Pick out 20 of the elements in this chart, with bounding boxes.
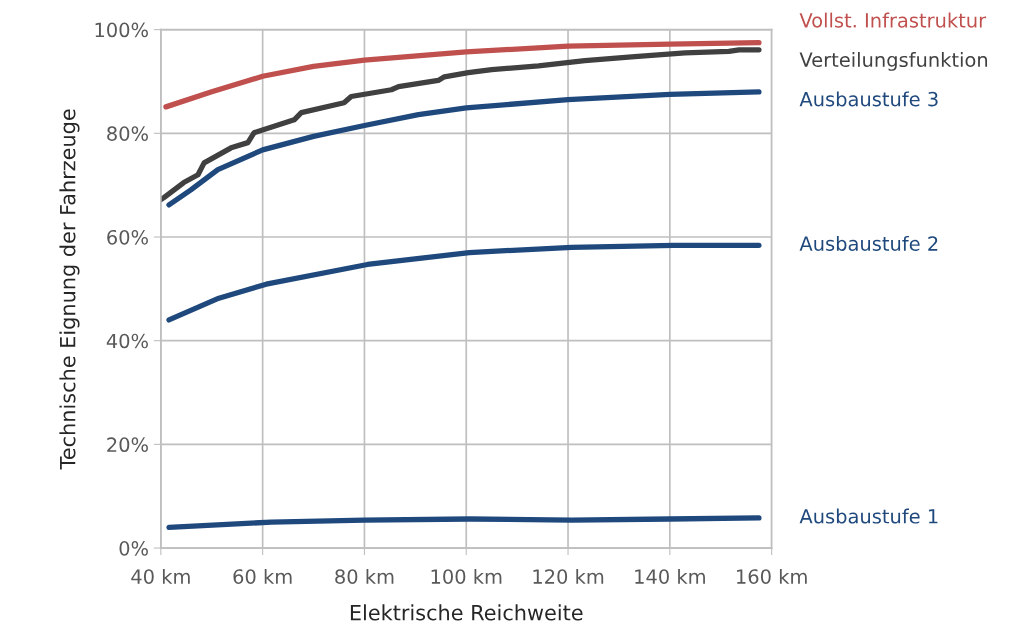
x-tick-label: 160 km (737, 568, 807, 584)
y-tick-label: 0% (119, 541, 148, 556)
x-tick-label: 80 km (335, 568, 394, 584)
y-tick-label: 100% (95, 22, 148, 38)
text: Verteilungsfunktion (799, 52, 988, 71)
y-tick-label: 60% (107, 229, 148, 245)
text: Ausbaustufe 1 (799, 508, 938, 524)
y-tick-label: 80% (107, 126, 148, 141)
text: Ausbaustufe 2 (799, 235, 938, 251)
x-tick-label: 40 km (131, 568, 190, 584)
x-tick-label: 60 km (233, 568, 292, 584)
text: Vollst. Infrastruktur (799, 12, 987, 28)
x-tick-label: 100 km (431, 568, 502, 584)
x-tick-label: 120 km (533, 568, 604, 584)
x-axis-title: Elektrische Reichweite (350, 604, 583, 621)
y-tick-label: 20% (107, 437, 148, 453)
x-tick-label: 140 km (635, 568, 705, 584)
text: Ausbaustufe 3 (799, 91, 938, 107)
y-axis-title: Technische Eignung der Fahrzeuge (59, 109, 80, 470)
y-tick-label: 40% (106, 333, 148, 349)
